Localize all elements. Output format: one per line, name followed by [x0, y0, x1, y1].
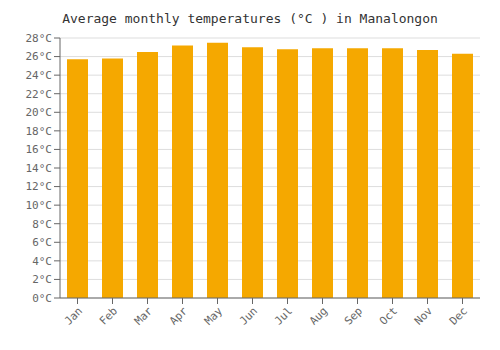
svg-text:6°C: 6°C	[32, 236, 52, 249]
svg-text:May: May	[202, 304, 226, 328]
svg-text:22°C: 22°C	[26, 88, 53, 101]
svg-text:Apr: Apr	[167, 304, 191, 328]
svg-text:24°C: 24°C	[26, 69, 53, 82]
svg-text:Aug: Aug	[307, 304, 330, 327]
svg-text:Sep: Sep	[342, 304, 365, 327]
html-text:Average monthly temperatures (: Average monthly temperatures (°C ) in Ma…	[62, 11, 438, 26]
svg-text:20°C: 20°C	[26, 106, 53, 119]
svg-text:Jan: Jan	[62, 304, 85, 327]
svg-text:4°C: 4°C	[32, 255, 52, 268]
svg-text:8°C: 8°C	[32, 218, 52, 231]
svg-text:Nov: Nov	[412, 304, 436, 328]
svg-text:14°C: 14°C	[26, 162, 53, 175]
svg-text:0°C: 0°C	[32, 292, 52, 305]
svg-text:Jul: Jul	[272, 304, 295, 327]
svg-text:Jun: Jun	[237, 304, 260, 327]
svg-text:10°C: 10°C	[26, 199, 53, 212]
svg-text:12°C: 12°C	[26, 180, 53, 193]
svg-text:Dec: Dec	[447, 304, 470, 327]
svg-text:28°C: 28°C	[26, 32, 53, 45]
svg-text:16°C: 16°C	[26, 143, 53, 156]
svg-text:18°C: 18°C	[26, 125, 53, 138]
svg-text:2°C: 2°C	[32, 273, 52, 286]
svg-text:26°C: 26°C	[26, 50, 53, 63]
svg-text:Feb: Feb	[97, 304, 120, 327]
svg-text:Mar: Mar	[132, 304, 156, 328]
svg-text:Oct: Oct	[377, 304, 400, 327]
